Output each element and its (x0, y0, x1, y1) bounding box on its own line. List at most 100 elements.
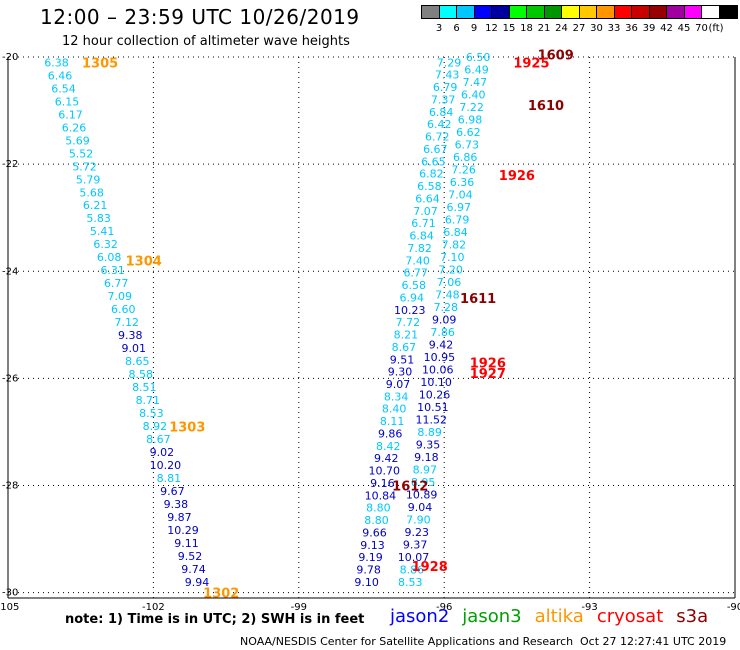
swh-value: 7.22 (459, 101, 484, 114)
lon-tick-label: -93 (581, 602, 597, 613)
scale-tick-label: 27 (572, 23, 586, 34)
swh-value: 9.10 (354, 576, 379, 589)
scale-tick-label: 9 (470, 23, 478, 34)
scale-tick-label: 39 (642, 23, 656, 34)
swh-value: 6.42 (427, 118, 452, 131)
swh-value: 6.58 (417, 180, 442, 193)
swh-value: 5.52 (69, 147, 94, 160)
swh-value: 6.84 (429, 106, 454, 119)
swh-value: 6.15 (55, 95, 80, 108)
scale-tick-label: 3 (435, 23, 443, 34)
swh-value: 10.51 (417, 401, 449, 414)
swh-value: 5.83 (86, 212, 111, 225)
swh-value: 9.38 (118, 329, 143, 342)
swh-value: 8.71 (136, 394, 161, 407)
scale-tick-label: 70 (695, 23, 708, 34)
swh-value: 6.72 (425, 131, 450, 144)
satellite-legend: jason2 jason3 altika cryosat s3a (390, 606, 721, 627)
swh-value: 9.11 (174, 537, 199, 550)
swh-value: 9.42 (374, 452, 399, 465)
swh-value: 6.77 (403, 267, 428, 280)
swh-value: 6.98 (458, 113, 483, 126)
swh-value: 6.38 (44, 56, 69, 69)
swh-value: 8.97 (413, 463, 438, 476)
swh-value: 8.67 (392, 341, 417, 354)
swh-value: 6.26 (62, 121, 87, 134)
swh-value: 10.29 (167, 524, 199, 537)
legend-jason3: jason3 (462, 606, 522, 627)
swh-value: 6.58 (401, 279, 426, 292)
pass-number-label: 1611 (460, 292, 496, 307)
swh-value: 6.21 (83, 199, 108, 212)
swh-value: 9.51 (390, 353, 415, 366)
scale-tick-label: 15 (502, 23, 516, 34)
swh-value: 6.94 (400, 291, 425, 304)
lon-tick-label: -105 (0, 602, 19, 613)
swh-value: 8.58 (129, 368, 154, 381)
credit-line: NOAA/NESDIS Center for Satellite Applica… (240, 635, 574, 648)
swh-value: 6.46 (48, 69, 73, 82)
swh-value: 5.68 (79, 186, 104, 199)
swh-value: 9.42 (429, 338, 454, 351)
swh-value: 6.64 (415, 192, 440, 205)
swh-value: 8.95 (411, 476, 436, 489)
footnote: note: 1) Time is in UTC; 2) SWH is in fe… (65, 612, 365, 627)
swh-value: 6.67 (423, 143, 448, 156)
swh-value: 6.79 (445, 213, 470, 226)
swh-value: 9.74 (181, 563, 206, 576)
swh-value: 5.41 (90, 225, 115, 238)
swh-value: 7.29 (437, 56, 462, 69)
swh-value: 10.06 (422, 363, 454, 376)
generated-timestamp: Oct 27 12:27:41 UTC 2019 (580, 635, 727, 648)
pass-number-label: 1927 (470, 367, 506, 382)
swh-value: 10.89 (406, 488, 438, 501)
swh-value: 5.79 (76, 173, 101, 186)
pass-number-label: 1612 (392, 480, 428, 495)
swh-value: 6.77 (104, 277, 129, 290)
lon-tick-label: -90 (727, 602, 740, 613)
scale-tick-label: 33 (607, 23, 621, 34)
swh-value: 8.40 (382, 403, 407, 416)
legend-cryosat: cryosat (596, 606, 664, 627)
swh-value: 7.09 (107, 290, 132, 303)
pass-number-label: 1303 (169, 421, 205, 436)
swh-value: 7.72 (396, 316, 421, 329)
swh-value: 8.53 (398, 576, 423, 589)
pass-number-label: 1304 (126, 255, 162, 270)
swh-value: 7.07 (413, 205, 438, 218)
swh-value: 8.11 (380, 415, 405, 428)
swh-value: 9.38 (164, 498, 189, 511)
swh-value: 9.87 (167, 511, 192, 524)
swh-value: 6.17 (58, 108, 83, 121)
swh-value: 7.43 (435, 69, 460, 82)
pass-number-label: 1610 (528, 99, 564, 114)
legend-jason2: jason2 (390, 606, 450, 627)
lat-tick-label: -24 (2, 266, 18, 277)
swh-value: 9.07 (386, 378, 411, 391)
swh-value: 8.81 (157, 472, 182, 485)
swh-value: 6.54 (51, 82, 76, 95)
pass-number-label: 1305 (82, 56, 118, 71)
swh-value: 8.42 (376, 440, 401, 453)
swh-value: 5.72 (72, 160, 97, 173)
legend-s3a: s3a (676, 606, 709, 627)
axis-labels: -105 -102 -99 -96 -93 -90 -20 -22 -24 -26 -28 -30 (0, 52, 740, 613)
swh-value: 6.32 (93, 238, 118, 251)
swh-value: 6.84 (443, 226, 468, 239)
swh-value: 6.86 (453, 151, 478, 164)
swh-value: 8.21 (394, 329, 419, 342)
swh-value: 6.40 (461, 88, 486, 101)
swh-value: 9.13 (360, 539, 385, 552)
lat-tick-label: -28 (2, 481, 18, 492)
pass-number-label: 1926 (499, 169, 535, 184)
map-subtitle: 12 hour collection of altimeter wave hei… (62, 34, 350, 49)
swh-value: 7.37 (431, 93, 456, 106)
swh-value: 9.86 (378, 427, 403, 440)
swh-value: 6.31 (100, 264, 125, 277)
swh-value: 8.67 (146, 433, 171, 446)
swh-value: 10.26 (419, 388, 451, 401)
scale-tick-label: 18 (520, 23, 533, 34)
lon-tick-label: -102 (142, 602, 165, 613)
swh-value: 10.84 (365, 489, 397, 502)
swh-value: 10.10 (420, 376, 452, 389)
